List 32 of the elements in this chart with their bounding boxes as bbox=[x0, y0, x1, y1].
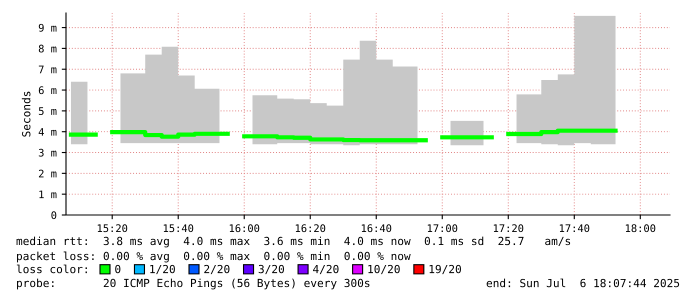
y-tick-label: 8 m bbox=[38, 44, 56, 53]
x-tick-label: 18:00 bbox=[626, 224, 656, 232]
legend-label: 0 bbox=[115, 264, 120, 274]
y-tick-label: 1 m bbox=[39, 190, 56, 198]
legend-label: 19/20 bbox=[430, 264, 461, 274]
x-tick-label: 17:00 bbox=[428, 224, 458, 232]
legend-label: 3/20 bbox=[258, 264, 284, 274]
text: median rtt: 3.8 ms avg 4.0 ms max 3.6 ms min 4.0 ms now 0.1 ms sd 25.7 am/s bbox=[16, 236, 570, 248]
legend-label: 2/20 bbox=[204, 264, 230, 274]
y-axis-title: Seconds bbox=[22, 92, 30, 137]
x-tick-label: 16:40 bbox=[362, 224, 392, 232]
x-tick-label: 15:40 bbox=[164, 224, 194, 232]
y-tick-label: 6 m bbox=[38, 86, 56, 94]
y-tick-label: 9 m bbox=[38, 24, 56, 32]
y-tick-label: 3 m bbox=[38, 148, 56, 157]
x-tick-label: 15:20 bbox=[98, 224, 128, 232]
y-tick-label: 2 m bbox=[38, 170, 56, 178]
text: end: Sun Jul 6 18:07:44 2025 bbox=[486, 278, 680, 288]
x-tick-label: 17:20 bbox=[494, 224, 524, 232]
y-tick-label: 7 m bbox=[38, 66, 56, 74]
legend-label: 4/20 bbox=[313, 264, 339, 274]
legend-label: 1/20 bbox=[150, 264, 175, 274]
text: probe: 20 ICMP Echo Pings (56 Bytes) every 300s bbox=[17, 278, 370, 290]
y-tick-label: 0 bbox=[51, 211, 56, 220]
legend-title: loss color: bbox=[16, 264, 87, 274]
x-tick-label: 17:40 bbox=[560, 224, 590, 232]
y-tick-label: 5 m bbox=[38, 107, 56, 116]
text: packet loss: 0.00 % avg 0.00 % max 0.00 % min 0.00 % now bbox=[17, 252, 411, 262]
x-tick-label: 16:20 bbox=[296, 224, 326, 232]
x-tick-label: 16:00 bbox=[230, 224, 260, 232]
y-tick-label: 4 m bbox=[38, 128, 56, 136]
legend-label: 10/20 bbox=[368, 264, 400, 274]
